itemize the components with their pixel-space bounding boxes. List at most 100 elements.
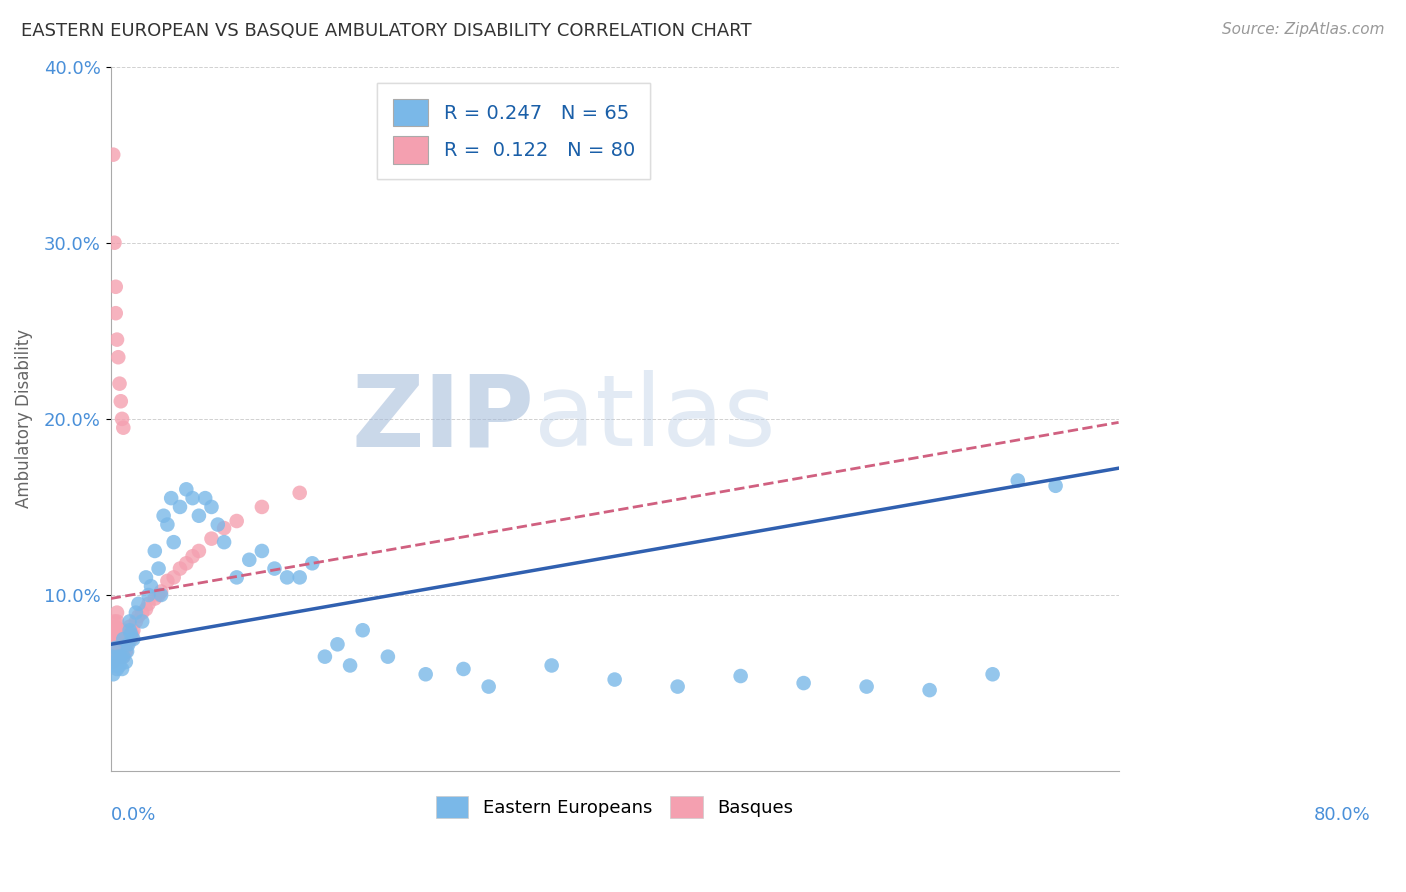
Point [169, 561, 191, 575]
Point [103, 644, 125, 658]
Point [103, 649, 125, 664]
Point [111, 632, 134, 646]
Point [250, 544, 273, 558]
Point [127, 597, 149, 611]
Point [176, 483, 198, 497]
Point [103, 655, 125, 669]
Point [200, 500, 222, 514]
Point [114, 655, 136, 669]
Point [152, 508, 174, 523]
Point [103, 632, 125, 646]
Point [301, 557, 323, 571]
Point [120, 632, 142, 646]
Point [112, 420, 135, 434]
Point [339, 658, 361, 673]
Point [212, 521, 235, 535]
Point [121, 626, 143, 640]
Point [169, 500, 191, 514]
Point [108, 649, 131, 664]
Point [478, 680, 501, 694]
Point [540, 658, 562, 673]
Point [135, 602, 157, 616]
Point [107, 350, 129, 364]
Point [112, 640, 135, 655]
Point [176, 557, 198, 571]
Point [104, 626, 127, 640]
Point [238, 553, 260, 567]
Point [105, 615, 128, 629]
Point [120, 626, 142, 640]
Point [105, 333, 128, 347]
Text: atlas: atlas [534, 370, 776, 467]
Point [105, 632, 128, 646]
Point [114, 644, 136, 658]
Legend: R = 0.247   N = 65, R =  0.122   N = 80: R = 0.247 N = 65, R = 0.122 N = 80 [377, 83, 651, 179]
Text: ZIP: ZIP [352, 370, 534, 467]
Point [110, 632, 132, 646]
Point [855, 680, 877, 694]
Point [125, 606, 148, 620]
Point [603, 673, 626, 687]
Point [918, 683, 941, 698]
Point [103, 658, 125, 673]
Point [793, 676, 815, 690]
Point [105, 655, 128, 669]
Point [107, 649, 129, 664]
Point [156, 517, 179, 532]
Point [105, 649, 128, 664]
Point [122, 632, 145, 646]
Point [150, 584, 173, 599]
Point [108, 644, 131, 658]
Point [107, 626, 129, 640]
Point [194, 491, 217, 505]
Point [207, 517, 229, 532]
Point [105, 606, 128, 620]
Point [150, 588, 173, 602]
Point [104, 279, 127, 293]
Point [103, 667, 125, 681]
Point [101, 649, 124, 664]
Point [112, 632, 135, 646]
Point [104, 306, 127, 320]
Point [1007, 474, 1029, 488]
Point [111, 662, 134, 676]
Point [453, 662, 475, 676]
Point [105, 640, 128, 655]
Point [112, 632, 135, 646]
Point [276, 570, 298, 584]
Point [127, 609, 149, 624]
Point [148, 588, 170, 602]
Point [111, 412, 134, 426]
Point [288, 570, 311, 584]
Point [263, 561, 285, 575]
Point [103, 640, 125, 655]
Point [122, 624, 145, 638]
Point [415, 667, 437, 681]
Point [131, 615, 153, 629]
Point [200, 532, 222, 546]
Point [138, 597, 160, 611]
Point [101, 632, 124, 646]
Point [377, 649, 399, 664]
Point [103, 637, 125, 651]
Point [225, 570, 247, 584]
Point [105, 662, 128, 676]
Point [101, 640, 124, 655]
Point [111, 649, 134, 664]
Point [288, 486, 311, 500]
Text: 0.0%: 0.0% [111, 806, 156, 824]
Point [117, 632, 139, 646]
Point [108, 637, 131, 651]
Point [114, 633, 136, 648]
Point [104, 637, 127, 651]
Point [114, 640, 136, 655]
Point [225, 514, 247, 528]
Point [1045, 479, 1067, 493]
Point [118, 620, 141, 634]
Point [314, 649, 336, 664]
Point [112, 649, 135, 664]
Point [103, 235, 125, 250]
Point [730, 669, 752, 683]
Point [143, 544, 166, 558]
Point [112, 649, 135, 664]
